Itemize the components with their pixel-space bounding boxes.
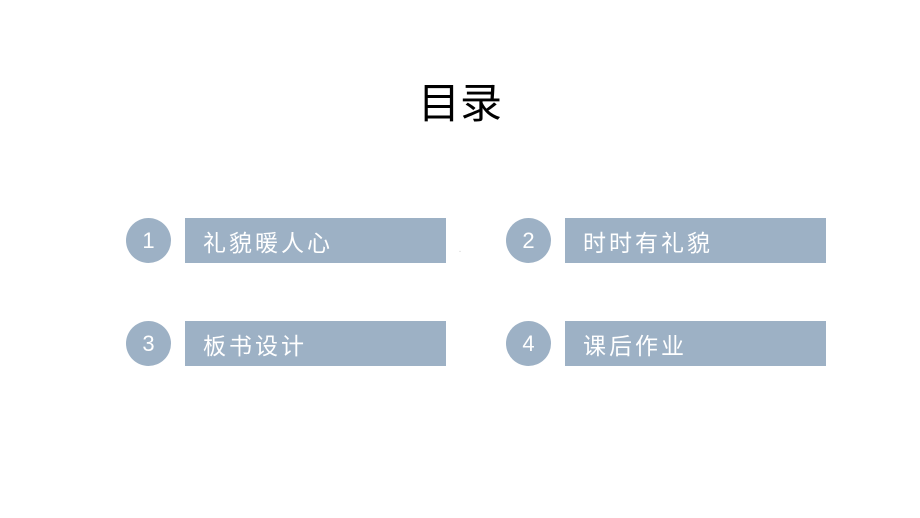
toc-number-circle: 1	[126, 218, 171, 263]
toc-number-circle: 2	[506, 218, 551, 263]
toc-label-bar: 课后作业	[565, 321, 826, 366]
toc-number-circle: 4	[506, 321, 551, 366]
toc-item: 4 课后作业	[506, 321, 826, 366]
page-title: 目录	[0, 70, 920, 131]
credit-text: .	[459, 244, 462, 255]
toc-label-bar: 板书设计	[185, 321, 446, 366]
toc-label-bar: 时时有礼貌	[565, 218, 826, 263]
toc-label-bar: 礼貌暖人心	[185, 218, 446, 263]
toc-number-circle: 3	[126, 321, 171, 366]
toc-grid: 1 礼貌暖人心 2 时时有礼貌 3 板书设计 4 课后作业	[126, 218, 826, 366]
toc-item: 3 板书设计	[126, 321, 446, 366]
toc-item: 2 时时有礼貌	[506, 218, 826, 263]
toc-item: 1 礼貌暖人心	[126, 218, 446, 263]
